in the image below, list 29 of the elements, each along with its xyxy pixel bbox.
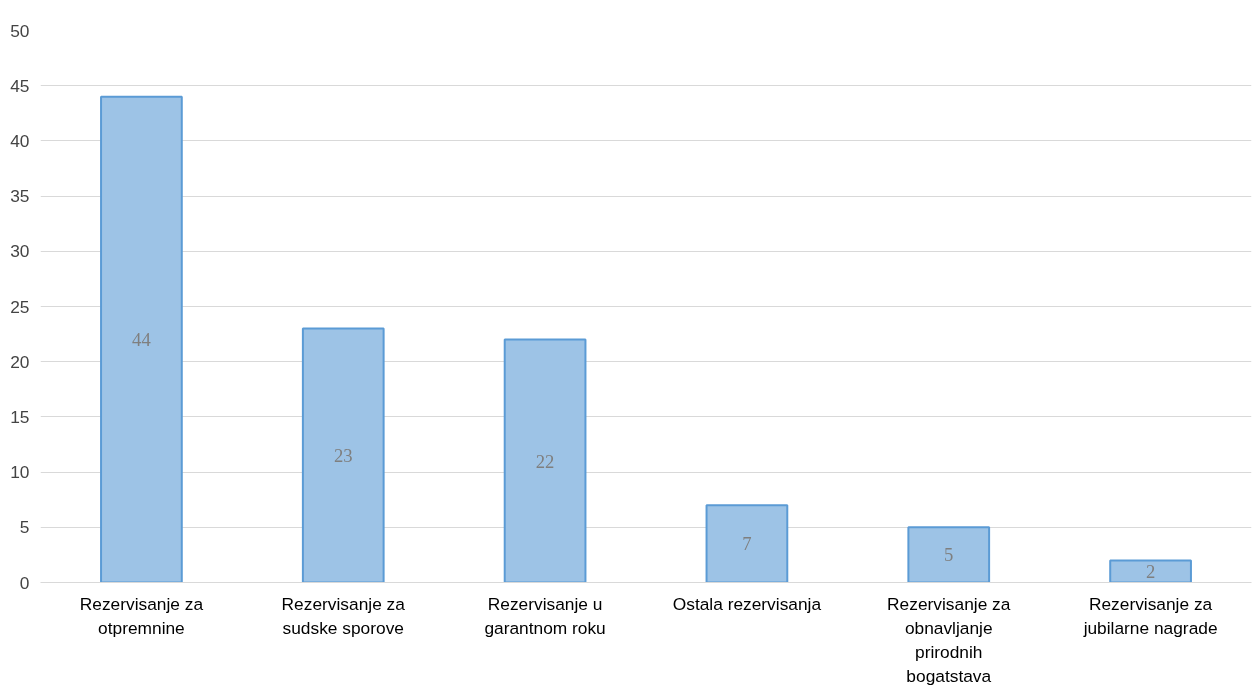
data-label: 2 [1145, 560, 1156, 582]
bar [503, 338, 587, 583]
data-label: 5 [944, 544, 954, 566]
y-tick-label: 0 [19, 572, 30, 593]
y-tick-label: 5 [19, 517, 30, 538]
y-tick-label: 30 [10, 241, 30, 262]
y-tick-label: 20 [10, 351, 30, 372]
bar [705, 504, 789, 583]
y-tick-label: 50 [10, 20, 30, 41]
bar [301, 327, 385, 583]
x-tick-label: Rezervisanje za obnavljanje prirodnih bogatstava [887, 593, 1011, 686]
bar [100, 95, 183, 583]
x-tick-label: Rezervisanje u garantnom roku [484, 593, 606, 638]
y-tick-label: 45 [10, 75, 30, 96]
data-label: 7 [742, 533, 752, 555]
data-label: 44 [132, 329, 152, 351]
y-tick-label: 40 [10, 130, 30, 151]
bar [907, 526, 991, 583]
bar [1109, 559, 1192, 583]
y-tick-label: 35 [10, 186, 30, 207]
x-tick-label: Ostala rezervisanja [672, 593, 822, 614]
y-tick-label: 10 [10, 462, 30, 483]
x-tick-label: Rezervisanje za jubilarne nagrade [1082, 593, 1218, 638]
x-tick-label: Rezervisanje za otpremnine [79, 593, 204, 638]
y-tick-label: 15 [10, 406, 30, 427]
y-tick-label: 25 [10, 296, 30, 317]
data-label: 22 [535, 450, 555, 472]
x-tick-label: Rezervisanje za sudske sporove [281, 593, 406, 638]
data-label: 23 [333, 445, 353, 467]
